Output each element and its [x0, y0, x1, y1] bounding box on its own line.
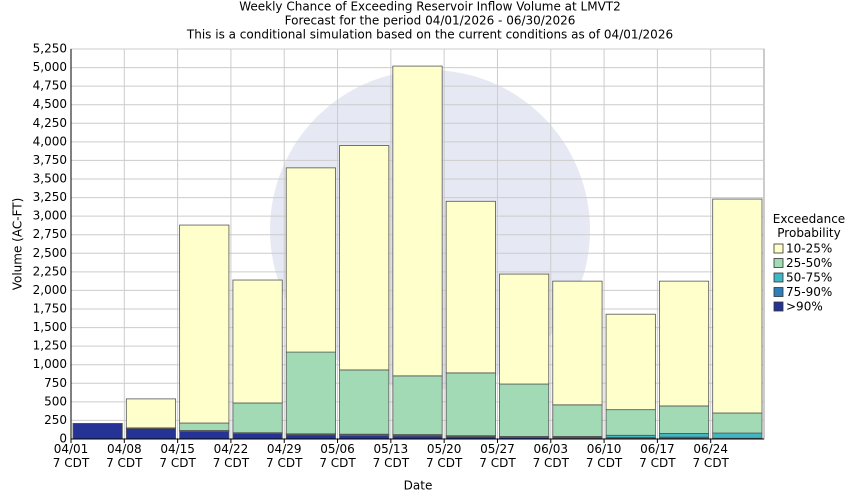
x-tick-label: 06/24 7 CDT [692, 442, 729, 470]
legend-swatch [773, 272, 784, 283]
bar-segment [232, 279, 283, 404]
legend-label: 25-50% [786, 256, 832, 270]
y-tick-label: 1,750 [33, 302, 67, 316]
y-tick-label: 750 [44, 376, 67, 390]
y-axis-label: Volume (AC-FT) [11, 198, 25, 291]
bar-segment [392, 375, 443, 435]
y-tick-label: 5,000 [33, 60, 67, 74]
y-tick-label: 4,250 [33, 116, 67, 130]
y-tick-label: 4,000 [33, 134, 67, 148]
legend-label: 75-90% [786, 285, 832, 299]
bar-segment [179, 224, 230, 424]
y-tick-label: 3,500 [33, 172, 67, 186]
bar-segment [712, 432, 763, 439]
legend-label: 10-25% [786, 242, 832, 256]
bar-segment [285, 167, 336, 353]
legend-swatch [773, 301, 784, 312]
bar-segment [605, 313, 656, 411]
bar-segment [179, 422, 230, 431]
bar-segment [339, 145, 390, 371]
y-tick-label: 5,250 [33, 42, 67, 56]
x-tick-label: 04/22 7 CDT [212, 442, 250, 470]
bar-segment [658, 280, 710, 407]
y-tick-label: 2,500 [33, 246, 67, 260]
bar-segment [499, 383, 550, 437]
bar-segment [552, 280, 603, 406]
legend-label: >90% [786, 300, 823, 314]
x-tick-label: 06/17 7 CDT [639, 442, 676, 470]
bar-segment [72, 422, 123, 440]
bar-segment [552, 404, 603, 437]
chart-subtitle: Forecast for the period 04/01/2026 - 06/… [285, 14, 576, 28]
x-tick-label: 04/01 7 CDT [52, 442, 90, 470]
y-tick-label: 3,250 [33, 190, 67, 204]
x-tick-label: 05/06 7 CDT [319, 442, 356, 470]
bar-segment [605, 409, 656, 436]
y-tick-label: 1,250 [33, 339, 67, 353]
y-tick-label: 0 [59, 432, 67, 446]
y-tick-label: 250 [44, 413, 67, 427]
bar-segment [179, 431, 230, 440]
x-tick-label: 05/27 7 CDT [479, 442, 516, 470]
bar-segment [658, 405, 710, 434]
bar-segment [232, 433, 283, 440]
x-tick-label: 05/13 7 CDT [372, 442, 410, 470]
legend-swatch [773, 258, 784, 268]
legend-swatch [773, 287, 784, 297]
bar-segment [658, 433, 710, 438]
x-axis-label: Date [404, 479, 433, 493]
bar-segment [125, 398, 177, 429]
bar-segment [392, 65, 443, 377]
legend-label: 50-75% [786, 271, 832, 285]
bar-segment [339, 435, 390, 440]
chart-title: Weekly Chance of Exceeding Reservoir Inf… [239, 0, 621, 14]
legend-swatch [773, 243, 784, 254]
y-tick-label: 2,000 [33, 283, 67, 297]
y-tick-label: 1,500 [33, 320, 67, 334]
bar-segment [712, 412, 763, 434]
bar-segment [445, 372, 496, 437]
bar-segment [445, 200, 496, 374]
x-tick-label: 04/08 7 CDT [106, 442, 143, 470]
y-tick-label: 3,750 [33, 153, 67, 167]
x-tick-label: 04/15 7 CDT [159, 442, 196, 470]
y-tick-label: 500 [44, 394, 67, 408]
y-tick-label: 2,750 [33, 227, 67, 241]
x-tick-label: 06/03 7 CDT [532, 442, 569, 470]
bar-segment [499, 273, 550, 385]
bar-segment [339, 369, 390, 435]
y-tick-label: 1,000 [33, 357, 67, 371]
y-tick-label: 3,000 [33, 209, 67, 223]
bar-segment [232, 402, 283, 434]
y-tick-label: 4,750 [33, 79, 67, 93]
y-tick-label: 2,250 [33, 264, 67, 278]
legend-title: Exceedance Probability [772, 212, 846, 240]
chart-subtitle: This is a conditional simulation based o… [186, 28, 673, 42]
x-tick-label: 06/10 7 CDT [585, 442, 623, 470]
x-tick-label: 04/29 7 CDT [266, 442, 303, 470]
bar-segment [285, 351, 336, 435]
bar-segment [125, 428, 177, 440]
bar-segment [712, 198, 763, 414]
bar-segment [285, 434, 336, 440]
y-tick-label: 4,500 [33, 97, 67, 111]
x-tick-label: 05/20 7 CDT [425, 442, 463, 470]
